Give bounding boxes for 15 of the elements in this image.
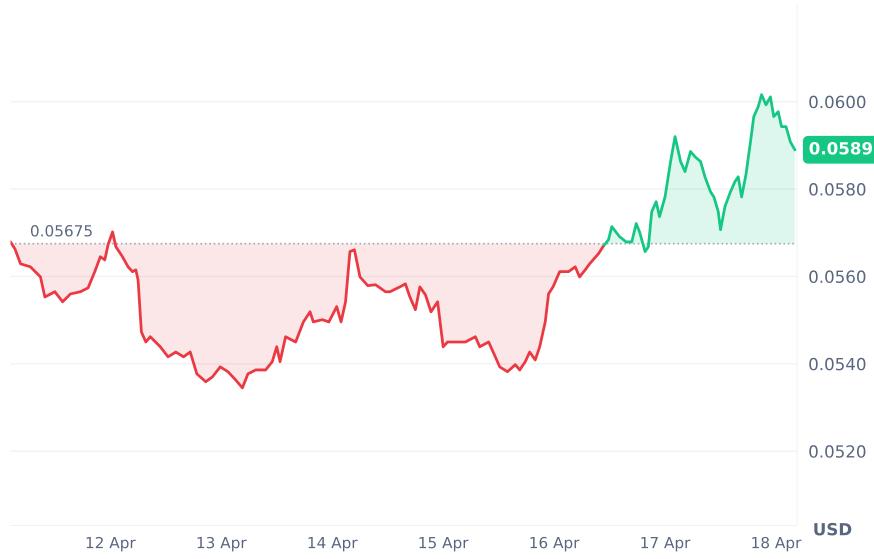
x-tick-label: 15 Apr	[419, 537, 469, 552]
x-tick-label: 12 Apr	[86, 536, 136, 552]
x-tick-label: 18 Apr	[752, 536, 802, 552]
y-tick-label: 0.0520	[809, 445, 866, 458]
annotation: 0.0589	[810, 142, 872, 155]
x-tick-label: 14 Apr	[308, 537, 358, 552]
y-tick-label: 0.0580	[809, 183, 866, 196]
ref-line-label: 0.05675	[30, 225, 92, 237]
y-axis-title: USD	[814, 522, 852, 536]
x-tick-label: 17 Apr	[641, 537, 690, 552]
y-tick-label: 0.0560	[809, 270, 866, 284]
y-tick-label: 0.0540	[809, 358, 866, 370]
x-tick-label: 13 Apr	[198, 536, 247, 552]
x-tick-label: 16 Apr	[530, 536, 580, 552]
y-tick-label: 0.0600	[809, 96, 866, 108]
